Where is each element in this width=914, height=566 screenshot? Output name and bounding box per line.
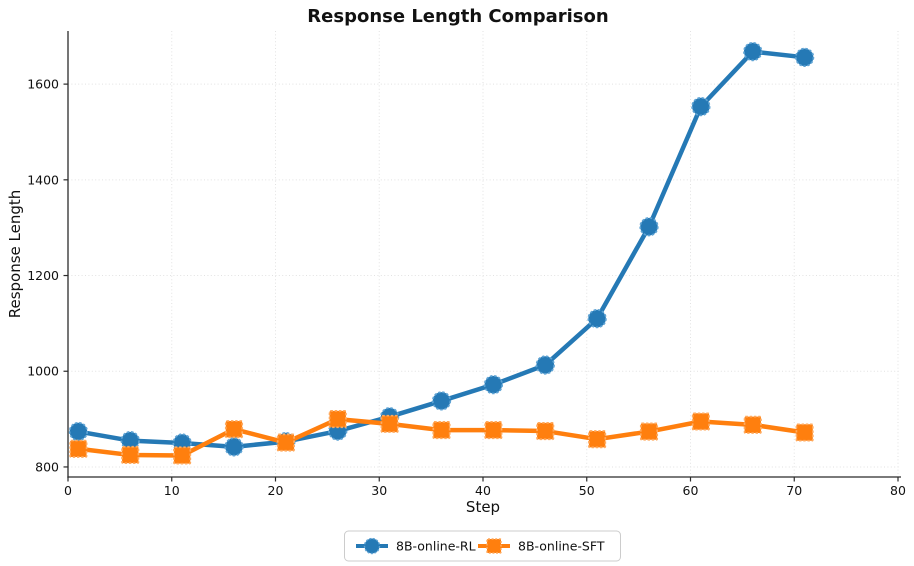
data-point-marker bbox=[483, 374, 504, 395]
data-point-marker bbox=[794, 47, 815, 67]
y-tick-label: 1000 bbox=[27, 364, 59, 379]
chart-title: Response Length Comparison bbox=[307, 6, 608, 27]
data-point-marker bbox=[121, 445, 140, 465]
x-axis-label: Step bbox=[466, 498, 500, 516]
data-point-marker bbox=[639, 422, 659, 441]
x-tick-label: 80 bbox=[890, 483, 906, 498]
data-point-marker bbox=[380, 414, 399, 433]
x-tick-label: 60 bbox=[683, 483, 699, 498]
data-point-marker bbox=[69, 439, 88, 458]
data-point-marker bbox=[743, 41, 763, 62]
axes: 0 10 20 30 40 50 60 70 80 800 1000 1200 1400 1600 bbox=[27, 31, 906, 498]
legend-marker-square bbox=[486, 538, 502, 554]
legend: 8B-online-RL 8B-online-SFT bbox=[344, 530, 621, 562]
x-tick-label: 30 bbox=[371, 483, 387, 498]
x-tick-label: 70 bbox=[786, 483, 802, 498]
legend-marker-circle bbox=[363, 537, 381, 555]
data-point-marker bbox=[224, 420, 244, 439]
data-point-marker bbox=[276, 433, 295, 452]
legend-item: 8B-online-SFT bbox=[478, 538, 605, 554]
data-point-marker bbox=[587, 308, 607, 329]
y-tick-label: 1400 bbox=[27, 172, 59, 187]
y-tick-label: 1600 bbox=[27, 77, 59, 92]
x-tick-label: 50 bbox=[579, 483, 595, 498]
data-point-marker bbox=[432, 421, 451, 440]
y-tick-label: 800 bbox=[35, 459, 59, 474]
gridlines bbox=[67, 31, 900, 477]
data-point-marker bbox=[588, 430, 607, 449]
data-point-marker bbox=[639, 217, 659, 237]
x-tick-label: 20 bbox=[268, 483, 284, 498]
x-tick-label: 0 bbox=[64, 483, 72, 498]
data-point-marker bbox=[536, 422, 555, 441]
data-point-marker bbox=[535, 355, 555, 375]
legend-item: 8B-online-RL bbox=[356, 537, 476, 555]
x-tick-label: 40 bbox=[475, 483, 491, 498]
x-tick-label: 10 bbox=[164, 483, 180, 498]
y-tick-label: 1200 bbox=[27, 268, 59, 283]
data-point-marker bbox=[691, 412, 710, 431]
series-layer bbox=[68, 41, 815, 465]
y-axis-label: Response Length bbox=[6, 190, 24, 319]
legend-label: 8B-online-SFT bbox=[518, 539, 605, 554]
data-point-marker bbox=[173, 446, 192, 465]
data-point-marker bbox=[328, 410, 347, 429]
data-point-marker bbox=[691, 96, 711, 117]
data-point-marker bbox=[795, 423, 814, 442]
data-point-marker bbox=[68, 421, 89, 442]
data-point-marker bbox=[431, 391, 452, 411]
data-point-marker bbox=[484, 421, 503, 440]
data-point-marker bbox=[224, 437, 244, 457]
legend-label: 8B-online-RL bbox=[396, 539, 476, 554]
data-point-marker bbox=[743, 415, 762, 434]
